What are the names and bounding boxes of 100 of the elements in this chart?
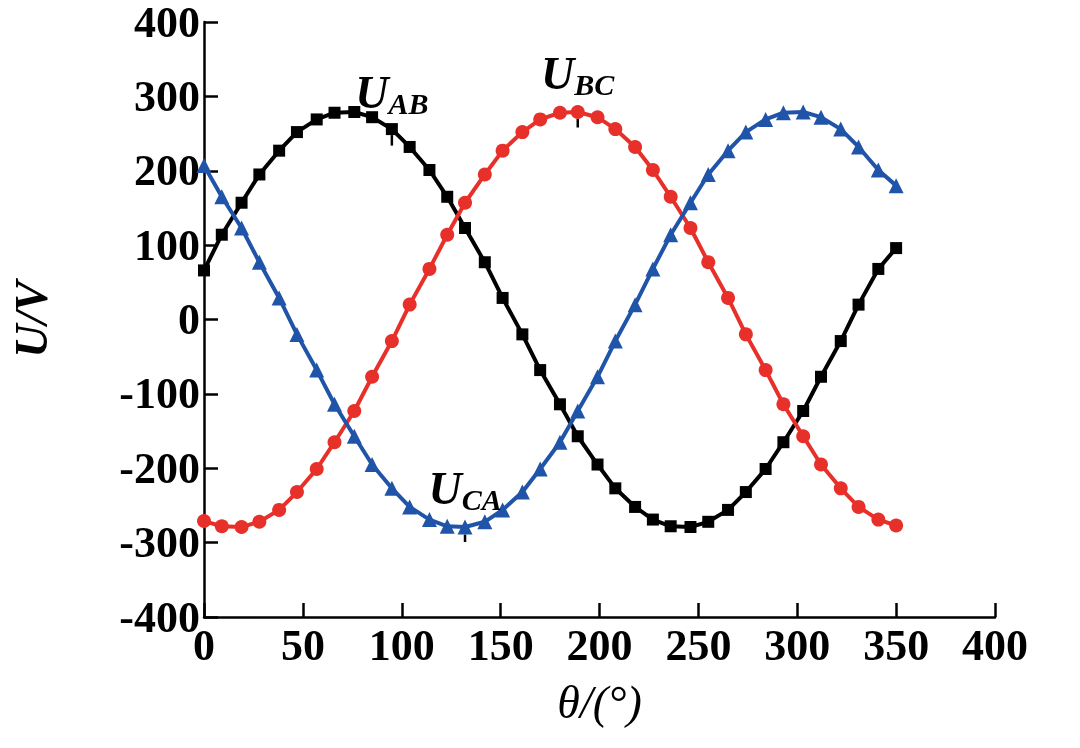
point (364, 457, 380, 473)
point (385, 123, 398, 136)
point (215, 228, 228, 241)
point (683, 221, 698, 236)
point (441, 190, 454, 203)
point (251, 254, 267, 270)
point (758, 111, 774, 127)
point (273, 144, 286, 157)
point (739, 486, 752, 499)
x-tick-label: 150 (467, 620, 534, 670)
point (478, 256, 491, 269)
x-tick-label: 250 (665, 620, 732, 670)
point (590, 369, 606, 385)
y-tick-label: -300 (119, 518, 200, 568)
point (552, 105, 567, 120)
point (477, 167, 492, 182)
x-tick-label: 300 (764, 620, 831, 670)
point (423, 164, 436, 177)
point (776, 397, 791, 412)
point (495, 143, 510, 158)
point (852, 298, 865, 311)
point (457, 519, 473, 535)
point (289, 326, 305, 342)
y-tick-label: 200 (134, 146, 200, 196)
point (421, 512, 437, 528)
point (439, 518, 455, 534)
point (403, 140, 416, 153)
point (534, 364, 547, 377)
y-axis-title: U/V (5, 277, 57, 358)
point (289, 485, 304, 500)
point (402, 499, 418, 515)
point (440, 227, 455, 242)
point (628, 139, 643, 154)
point (310, 113, 323, 126)
point (253, 168, 266, 181)
y-tick-label: 0 (178, 295, 200, 344)
point (646, 513, 659, 526)
point (645, 163, 660, 177)
point (533, 112, 548, 127)
point (608, 122, 623, 137)
point (402, 297, 417, 312)
point (663, 189, 678, 204)
point (833, 481, 848, 496)
y-tick-label: -200 (119, 443, 200, 493)
point (607, 333, 623, 349)
point (645, 261, 661, 277)
point (796, 429, 811, 444)
point (198, 264, 210, 277)
point (384, 480, 400, 496)
point (814, 370, 827, 383)
point (496, 291, 509, 304)
point (516, 328, 529, 341)
y-tick-label: 300 (134, 71, 200, 121)
point (591, 458, 604, 471)
point (590, 110, 605, 125)
point (384, 334, 399, 349)
point (664, 520, 677, 533)
point (234, 220, 250, 236)
point (477, 514, 493, 530)
point (684, 521, 697, 534)
point (214, 519, 229, 534)
point (872, 262, 885, 275)
point (346, 428, 362, 444)
point (366, 111, 379, 124)
point (834, 335, 847, 348)
point (290, 126, 303, 139)
point (797, 404, 810, 417)
point (197, 514, 211, 529)
point (663, 227, 679, 243)
point (795, 104, 811, 120)
x-tick-label: 400 (962, 620, 1028, 670)
x-tick-label: 350 (863, 620, 930, 670)
point (870, 162, 886, 178)
point (458, 195, 473, 210)
point (813, 457, 828, 472)
point (775, 105, 791, 121)
x-tick-label: 50 (280, 620, 325, 670)
point (365, 369, 380, 384)
y-tick-label: 400 (134, 0, 200, 47)
y-tick-label: 100 (134, 220, 200, 270)
point (327, 435, 342, 450)
point (570, 105, 585, 119)
point (777, 436, 790, 449)
point (328, 106, 341, 119)
point (629, 500, 642, 513)
point (721, 290, 736, 305)
point (422, 261, 437, 276)
point (552, 434, 568, 450)
point (609, 482, 622, 495)
point (327, 396, 343, 412)
point (738, 327, 753, 342)
point (271, 290, 287, 306)
point (701, 255, 716, 270)
point (851, 139, 867, 155)
point (571, 430, 584, 443)
y-tick-label: -100 (119, 369, 200, 419)
point (813, 109, 829, 125)
point (514, 484, 530, 500)
point (851, 499, 866, 514)
point (759, 462, 772, 475)
